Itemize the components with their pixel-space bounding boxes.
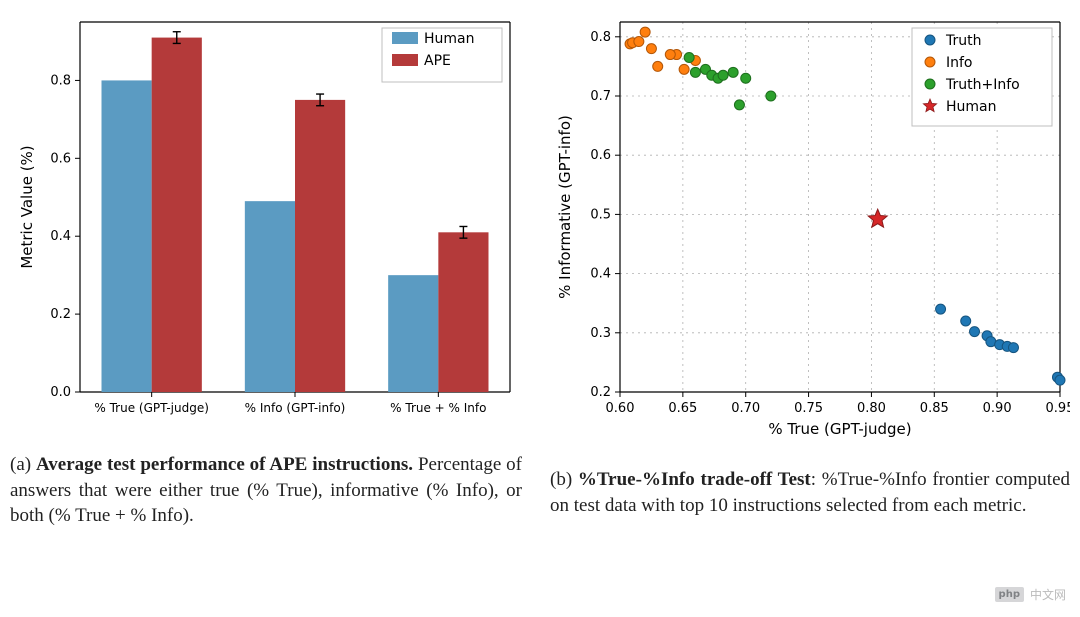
bar — [295, 100, 345, 392]
y-axis-label: % Informative (GPT-info) — [556, 115, 574, 299]
watermark-text: 中文网 — [1030, 586, 1066, 603]
y-tick-label: 0.8 — [50, 73, 71, 88]
y-tick-label: 0.5 — [590, 207, 611, 222]
panel-a: 0.0 0.2 0.4 0.6 0.8 Metric Value (%) % True (G… — [10, 10, 522, 529]
caption-a-label: (a) — [10, 454, 36, 475]
scatter-point — [734, 100, 744, 110]
bar — [152, 38, 202, 392]
x-tick-label: 0.90 — [983, 401, 1012, 416]
bar — [438, 232, 488, 392]
x-tick-label: 0.65 — [668, 401, 697, 416]
x-axis-label: % True (GPT-judge) — [768, 420, 911, 438]
scatter-point — [1055, 375, 1065, 385]
y-tick-label: 0.2 — [50, 307, 71, 322]
scatter-point — [679, 64, 689, 74]
scatter-point — [1008, 343, 1018, 353]
legend-label: Truth — [945, 33, 982, 49]
legend-dot-icon — [925, 79, 935, 89]
scatter-point — [728, 67, 738, 77]
legend-label: Human — [946, 99, 997, 115]
scatter-point — [640, 27, 650, 37]
legend: Human APE — [382, 28, 502, 82]
scatter-point — [690, 67, 700, 77]
y-tick-label: 0.8 — [590, 30, 611, 45]
y-tick-label: 0.2 — [590, 385, 611, 400]
scatter-point — [970, 327, 980, 337]
watermark: php 中文网 — [995, 586, 1066, 603]
caption-a-bold: Average test performance of APE instruct… — [36, 454, 413, 475]
x-tick-label: 0.85 — [920, 401, 949, 416]
bar — [245, 201, 295, 392]
legend: Truth Info Truth+Info Human — [912, 28, 1052, 126]
legend-dot-icon — [925, 57, 935, 67]
y-tick-label: 0.7 — [590, 89, 611, 104]
legend-label: Human — [424, 31, 475, 47]
x-tick-label: % True (GPT-judge) — [94, 401, 209, 415]
scatter-point — [741, 73, 751, 83]
scatter-point — [961, 316, 971, 326]
y-tick-label: 0.0 — [50, 385, 71, 400]
y-tick-label: 0.6 — [590, 148, 611, 163]
caption-b-bold: %True-%Info trade-off Test — [578, 469, 811, 490]
bar-chart: 0.0 0.2 0.4 0.6 0.8 Metric Value (%) % True (G… — [10, 10, 520, 432]
x-tick-label: % Info (GPT-info) — [245, 401, 346, 415]
legend-label: Truth+Info — [945, 77, 1020, 93]
y-tick-label: 0.6 — [50, 151, 71, 166]
figure-row: 0.0 0.2 0.4 0.6 0.8 Metric Value (%) % True (G… — [10, 10, 1070, 529]
legend-swatch — [392, 54, 418, 66]
y-tick-label: 0.4 — [50, 229, 71, 244]
scatter-point — [684, 53, 694, 63]
caption-b-label: (b) — [550, 469, 578, 490]
scatter-point — [634, 37, 644, 47]
x-tick-label: 0.80 — [857, 401, 886, 416]
scatter-chart: 0.60 0.65 0.70 0.75 0.80 0.85 0.90 0.95 0.2 0.3 0.… — [550, 10, 1070, 447]
y-tick-label: 0.3 — [590, 326, 611, 341]
legend-label: Info — [946, 55, 973, 71]
panel-b: 0.60 0.65 0.70 0.75 0.80 0.85 0.90 0.95 0.2 0.3 0.… — [550, 10, 1070, 518]
x-tick-label: 0.75 — [794, 401, 823, 416]
scatter-point — [653, 61, 663, 71]
scatter-point — [646, 44, 656, 54]
bar — [388, 275, 438, 392]
legend-label: APE — [424, 53, 451, 69]
scatter-point — [766, 91, 776, 101]
scatter-point — [718, 70, 728, 80]
x-tick-label: 0.60 — [606, 401, 635, 416]
x-tick-label: 0.95 — [1046, 401, 1070, 416]
legend-dot-icon — [925, 35, 935, 45]
watermark-badge: php — [995, 587, 1024, 602]
legend-swatch — [392, 32, 418, 44]
caption-a: (a) Average test performance of APE inst… — [10, 452, 522, 529]
caption-b: (b) %True-%Info trade-off Test: %True-%I… — [550, 467, 1070, 518]
scatter-point — [665, 50, 675, 60]
bar — [102, 80, 152, 392]
x-tick-label: % True + % Info — [390, 401, 486, 415]
x-tick-label: 0.70 — [731, 401, 760, 416]
y-tick-label: 0.4 — [590, 267, 611, 282]
scatter-point — [936, 304, 946, 314]
y-axis-label: Metric Value (%) — [18, 145, 36, 268]
